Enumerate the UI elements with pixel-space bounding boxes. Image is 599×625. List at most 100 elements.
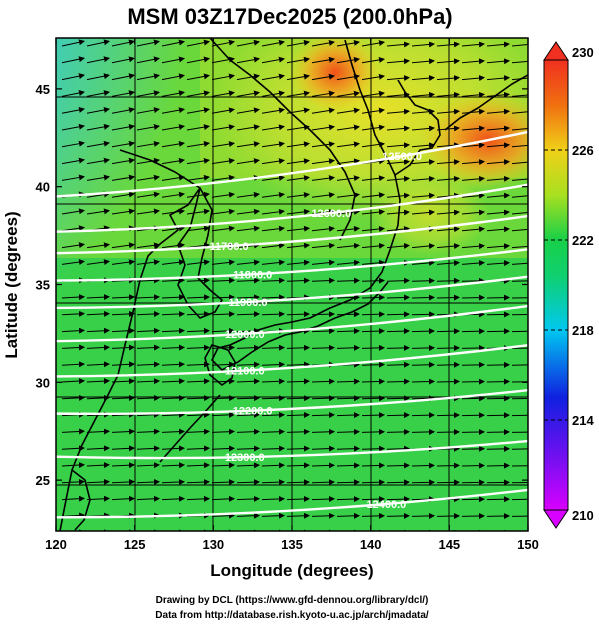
wind-arrow [236,361,260,368]
wind-arrow [311,412,335,419]
wind-arrow [311,192,335,199]
wind-arrow [436,462,460,469]
wind-arrow [478,529,485,531]
wind-arrow [361,378,385,385]
wind-arrow [261,56,285,64]
wind-arrow [328,529,335,531]
wind-arrow [361,294,385,301]
wind-arrow [461,429,485,436]
wind-arrow [86,462,110,469]
colorbar-top-triangle [543,41,569,61]
wind-arrow [336,124,360,131]
wind-arrow [111,445,135,452]
height-contour-line [56,248,528,282]
wind-arrow [436,75,460,82]
wind-arrow [261,495,285,502]
wind-arrow [161,395,185,402]
wind-arrow [211,428,235,435]
wind-arrow [411,395,435,402]
wind-arrow [361,344,385,351]
wind-arrow [286,90,310,97]
wind-arrow [236,462,260,469]
wind-arrow [336,395,360,402]
wind-arrow [486,58,510,65]
wind-arrow [161,124,185,131]
height-contour-line [56,214,528,255]
wind-arrow [411,58,435,65]
wind-arrow [336,225,360,232]
wind-arrow [86,39,110,47]
wind-arrow [211,378,235,385]
wind-arrow [386,445,410,452]
wind-arrow [161,344,185,351]
wind-arrow [461,294,485,301]
colorbar-bottom-triangle [543,509,569,529]
wind-arrow [378,529,385,531]
height-contour-line [56,130,528,198]
wind-arrow [278,529,285,531]
wind-arrow [461,41,485,48]
wind-arrow [186,157,210,165]
wind-arrow [211,225,235,232]
wind-arrow [411,159,435,166]
wind-arrow [386,311,410,318]
wind-arrow [286,259,310,266]
wind-arrow [136,361,160,368]
wind-arrow [361,361,385,368]
wind-arrow [411,277,435,284]
wind-arrow [161,479,185,486]
wind-arrow [286,56,310,64]
wind-arrow [186,124,210,131]
wind-arrow [211,208,235,215]
wind-arrow [511,195,528,198]
wind-arrow [136,39,160,47]
wind-arrow [511,245,528,249]
wind-arrow [211,73,235,81]
wind-arrow [111,242,135,249]
colorbar-ticks: 230 226 222 218 214 210 [544,45,594,523]
wind-arrow [111,495,135,502]
wind-arrow [486,175,510,182]
wind-arrow [311,124,335,131]
wind-arrow [261,428,285,435]
wind-arrow [136,56,160,64]
wind-arrow [386,242,410,249]
wind-arrow [236,495,260,502]
wind-arrow [461,226,485,233]
wind-arrow [186,107,210,114]
wind-arrow [261,124,285,131]
wind-arrow [311,242,335,249]
coastline-taiwan [71,469,91,531]
wind-arrow [411,175,435,182]
wind-arrow [361,209,385,216]
wind-arrow [511,212,528,215]
wind-arrow [136,294,160,301]
wind-arrow [236,124,260,131]
wind-arrow [86,445,110,452]
wind-arrow [111,361,135,368]
x-tick-label: 125 [124,537,146,552]
wind-arrow [411,259,435,266]
wind-arrow [86,140,110,148]
colorbar: 230 226 222 218 214 210 [543,41,594,529]
wind-arrow [336,328,360,335]
wind-arrow [436,344,460,351]
wind-arrow [103,529,110,531]
x-tick-label: 145 [438,537,460,552]
wind-arrow [461,277,485,284]
wind-arrow [261,395,285,402]
wind-arrow [386,75,410,82]
wind-arrow [436,41,460,48]
wind-arrow [461,75,485,82]
wind-arrow [486,159,510,166]
wind-arrow [211,141,235,148]
wind-arrow [261,512,285,519]
wind-arrow [236,141,260,148]
wind-arrow [236,445,260,452]
wind-arrow [86,428,110,435]
wind-arrow [186,56,210,64]
wind-arrow [461,142,485,149]
wind-arrow [286,39,310,47]
wind-arrow [111,191,135,198]
wind-arrow [286,225,310,232]
